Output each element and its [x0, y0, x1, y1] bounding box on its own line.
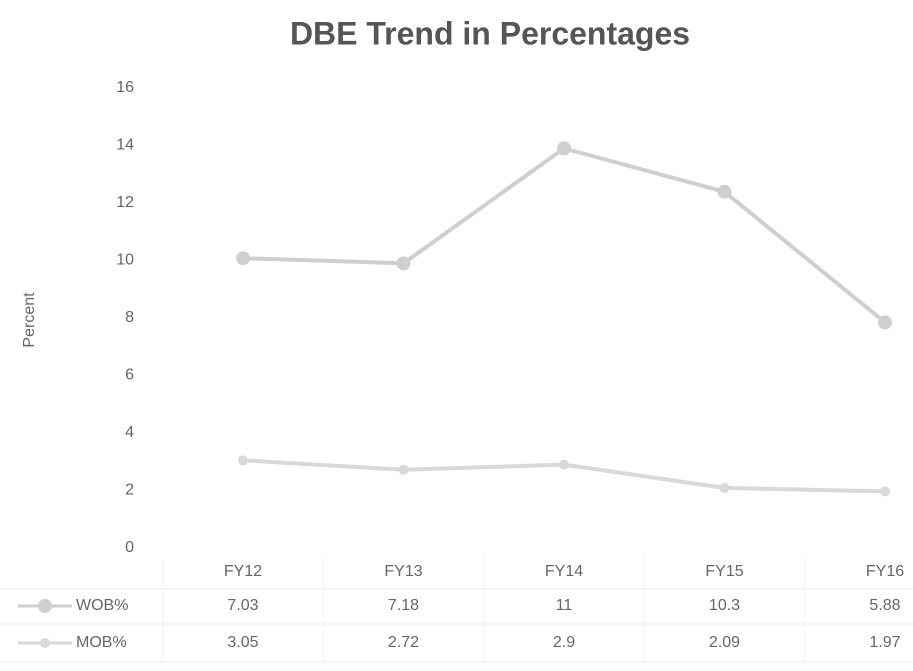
y-tick-label: 8 [125, 309, 134, 326]
x-tick-label: FY15 [705, 563, 743, 580]
table-cell: 2.09 [709, 634, 740, 651]
table-cell: 5.88 [869, 597, 900, 614]
x-tick-label: FY16 [866, 563, 904, 580]
legend-key-marker [38, 599, 52, 613]
table-cell: 11 [556, 597, 573, 614]
series-marker [880, 486, 890, 497]
table-cell: 7.03 [227, 597, 258, 614]
y-tick-label: 6 [125, 367, 134, 384]
series-marker [557, 141, 571, 156]
table-cell: 1.97 [869, 634, 900, 651]
y-tick-label: 2 [125, 482, 134, 499]
y-tick-label: 0 [125, 539, 134, 556]
series-marker [398, 464, 409, 475]
x-tick-label: FY12 [224, 563, 262, 580]
x-tick-label: FY14 [545, 563, 583, 580]
y-tick-label: 16 [116, 79, 134, 96]
series-marker [717, 184, 732, 199]
series-marker [559, 459, 569, 470]
series-marker [396, 256, 411, 271]
y-tick-label: 4 [125, 424, 134, 441]
series-marker [719, 482, 730, 493]
table-cell: 2.72 [388, 634, 419, 651]
legend-key-marker [40, 638, 50, 648]
series-marker [878, 315, 892, 330]
legend-label: MOB% [76, 634, 127, 651]
table-cell: 2.9 [553, 634, 575, 651]
series-marker [236, 251, 250, 266]
series-marker [238, 455, 248, 466]
legend-label: WOB% [76, 597, 128, 614]
table-cell: 7.18 [388, 597, 419, 614]
x-tick-label: FY13 [384, 563, 422, 580]
y-tick-label: 10 [116, 252, 134, 269]
chart-title: DBE Trend in Percentages [290, 15, 690, 51]
table-cell: 10.3 [709, 597, 740, 614]
y-tick-label: 14 [116, 137, 134, 154]
y-axis-label: Percent [21, 292, 38, 348]
table-cell: 3.05 [227, 634, 258, 651]
y-tick-label: 12 [116, 194, 134, 211]
